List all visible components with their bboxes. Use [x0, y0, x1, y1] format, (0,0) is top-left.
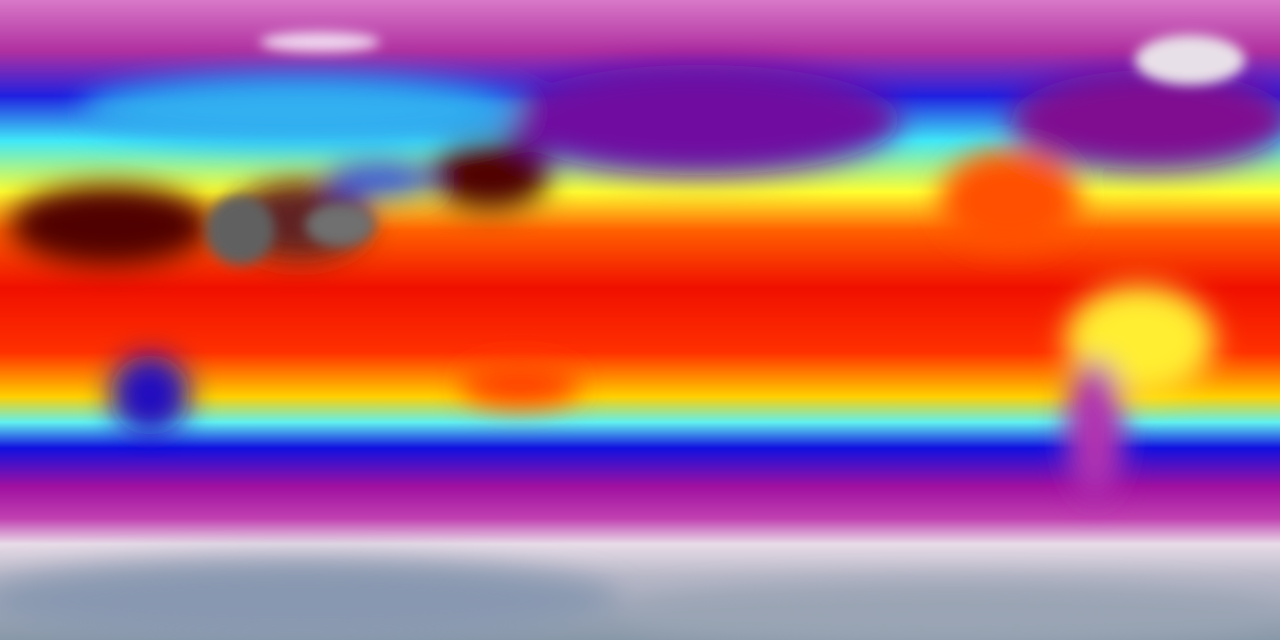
andes-cold: [1065, 360, 1125, 500]
india-grey: [305, 203, 375, 247]
eurasia-cool: [80, 75, 520, 145]
antarctic-ice-west: [0, 560, 620, 640]
china-hot: [430, 140, 550, 210]
tibet-cold: [325, 162, 435, 198]
antarctic-ice-east: [630, 585, 1270, 640]
north-pacific-cold: [500, 65, 900, 175]
north-atlantic-cold: [1010, 70, 1280, 170]
north-america-warm: [940, 150, 1080, 250]
southern-africa-cold: [110, 355, 190, 435]
sahara-hot: [10, 185, 210, 265]
australia-warm: [460, 363, 580, 407]
greenland-ice: [1135, 35, 1245, 85]
saudi-arabia-grey: [205, 195, 275, 265]
arctic-ice: [260, 32, 380, 52]
